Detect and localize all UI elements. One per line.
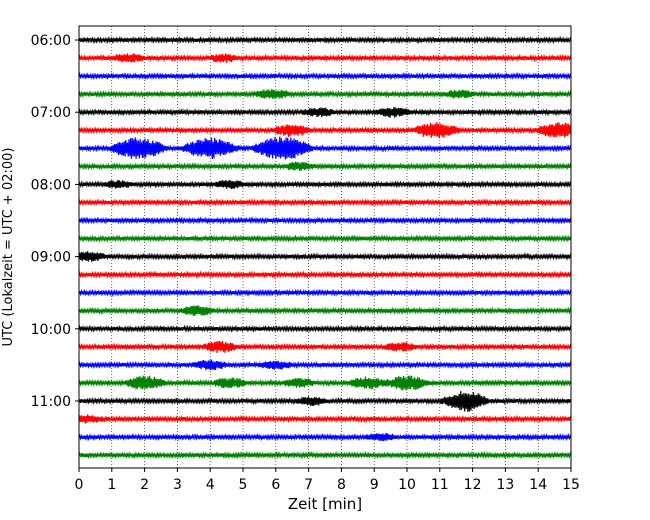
plot-area (79, 26, 571, 468)
y-tick-label: 09:00 (31, 250, 71, 266)
trace-row-0715 (78, 122, 572, 139)
y-tick-label: 08:00 (31, 177, 71, 193)
trace-row-1100 (78, 391, 572, 412)
trace-row-0645 (78, 88, 572, 99)
y-axis: 06:00 07:00 08:00 09:00 10:00 11:00 (31, 33, 79, 410)
trace-row-0945 (78, 305, 572, 316)
trace-row-0845 (78, 234, 572, 243)
x-axis: 0 1 2 3 4 5 6 7 8 9 10 11 12 13 14 15 (75, 468, 580, 493)
x-tick-label: 2 (140, 477, 149, 493)
x-tick-label: 4 (206, 477, 215, 493)
trace-row-0915 (78, 270, 572, 279)
trace-row-0630 (78, 71, 572, 81)
x-tick-label: 5 (239, 477, 248, 493)
trace-row-0730 (78, 136, 572, 160)
y-tick-label: 10:00 (31, 322, 71, 338)
plot-frame (78, 25, 572, 469)
trace-row-1000 (78, 324, 572, 334)
trace-row-0745 (78, 161, 572, 171)
x-tick-label: 8 (337, 477, 346, 493)
y-tick-label: 11:00 (31, 394, 71, 410)
seismic-traces (78, 35, 572, 460)
trace-row-1130 (78, 432, 572, 442)
x-tick-label: 9 (370, 477, 379, 493)
x-axis-label: Zeit [min] (288, 495, 362, 513)
y-tick-label: 06:00 (31, 33, 71, 49)
trace-row-1015 (78, 341, 572, 353)
trace-row-0800 (78, 179, 572, 190)
trace-row-1115 (78, 414, 572, 424)
x-tick-label: 15 (562, 477, 580, 493)
x-tick-label: 11 (431, 477, 449, 493)
x-tick-label: 0 (75, 477, 84, 493)
x-tick-label: 10 (398, 477, 416, 493)
x-tick-label: 13 (496, 477, 514, 493)
trace-row-0815 (78, 198, 572, 207)
x-tick-label: 12 (464, 477, 482, 493)
trace-row-0700 (78, 106, 572, 118)
y-axis-label: UTC (Lokalzeit = UTC + 02:00) (1, 148, 16, 347)
y-tick-label: 07:00 (31, 105, 71, 121)
trace-row-1045 (78, 375, 572, 391)
x-tick-label: 7 (304, 477, 313, 493)
x-tick-label: 3 (173, 477, 182, 493)
trace-row-0830 (78, 216, 572, 225)
trace-row-0615 (78, 53, 572, 63)
trace-row-0900 (78, 251, 572, 262)
x-tick-label: 6 (271, 477, 280, 493)
x-tick-label: 1 (107, 477, 116, 493)
trace-row-1145 (78, 450, 572, 460)
trace-row-0600 (78, 35, 572, 45)
x-tick-label: 14 (529, 477, 547, 493)
trace-row-1030 (78, 359, 572, 371)
trace-row-0930 (78, 288, 572, 298)
